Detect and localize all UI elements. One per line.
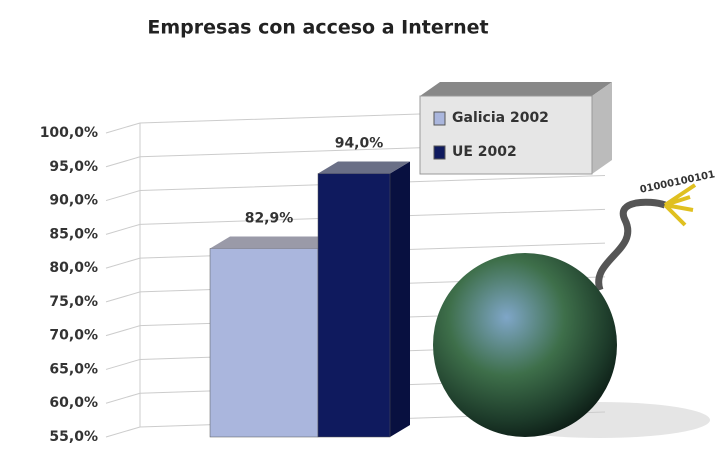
bar xyxy=(209,248,319,438)
grid-line xyxy=(105,276,606,303)
legend xyxy=(419,82,612,175)
y-tick-label: 100,0% xyxy=(40,125,98,141)
bar-top xyxy=(210,236,338,249)
grid: 55,0% 60,0% 65,0% 70,0% 75,0% 80,0% 85,0% 90,0%… xyxy=(40,107,606,445)
legend-side xyxy=(592,82,612,174)
y-tick-label: 80,0% xyxy=(49,260,98,276)
y-tick-label: 55,0% xyxy=(49,429,98,445)
legend-entries: Galicia 2002 UE 2002 xyxy=(433,110,549,160)
grid-line xyxy=(105,208,606,235)
grid-line xyxy=(105,175,606,202)
bars: 82,9% 94,0% xyxy=(209,136,410,438)
globe xyxy=(433,253,617,437)
grid-line xyxy=(105,411,606,438)
bar xyxy=(317,173,391,438)
value-label: 94,0% xyxy=(335,136,384,152)
binary-annotation: 01000100101 xyxy=(639,169,716,196)
bar-side xyxy=(390,161,410,438)
y-tick-label: 75,0% xyxy=(49,294,98,310)
y-tick-label: 90,0% xyxy=(49,193,98,209)
fuse xyxy=(595,198,667,292)
y-tick-label: 85,0% xyxy=(49,226,98,242)
y-tick-label: 65,0% xyxy=(49,361,98,377)
bar-top xyxy=(318,161,410,174)
chart-title: Empresas con acceso a Internet xyxy=(147,17,488,39)
legend-label: UE 2002 xyxy=(452,144,517,160)
y-tick-label: 95,0% xyxy=(49,159,98,175)
y-tick-label: 70,0% xyxy=(49,328,98,344)
globe-bomb: 01000100101 xyxy=(433,169,716,438)
y-tick-label: 60,0% xyxy=(49,395,98,411)
legend-box xyxy=(419,95,593,175)
value-label: 82,9% xyxy=(245,211,294,227)
legend-swatch xyxy=(433,145,446,160)
legend-label: Galicia 2002 xyxy=(452,110,549,126)
wires xyxy=(663,183,697,227)
legend-top xyxy=(420,82,612,96)
legend-swatch xyxy=(433,111,446,126)
grid-line xyxy=(105,242,606,269)
